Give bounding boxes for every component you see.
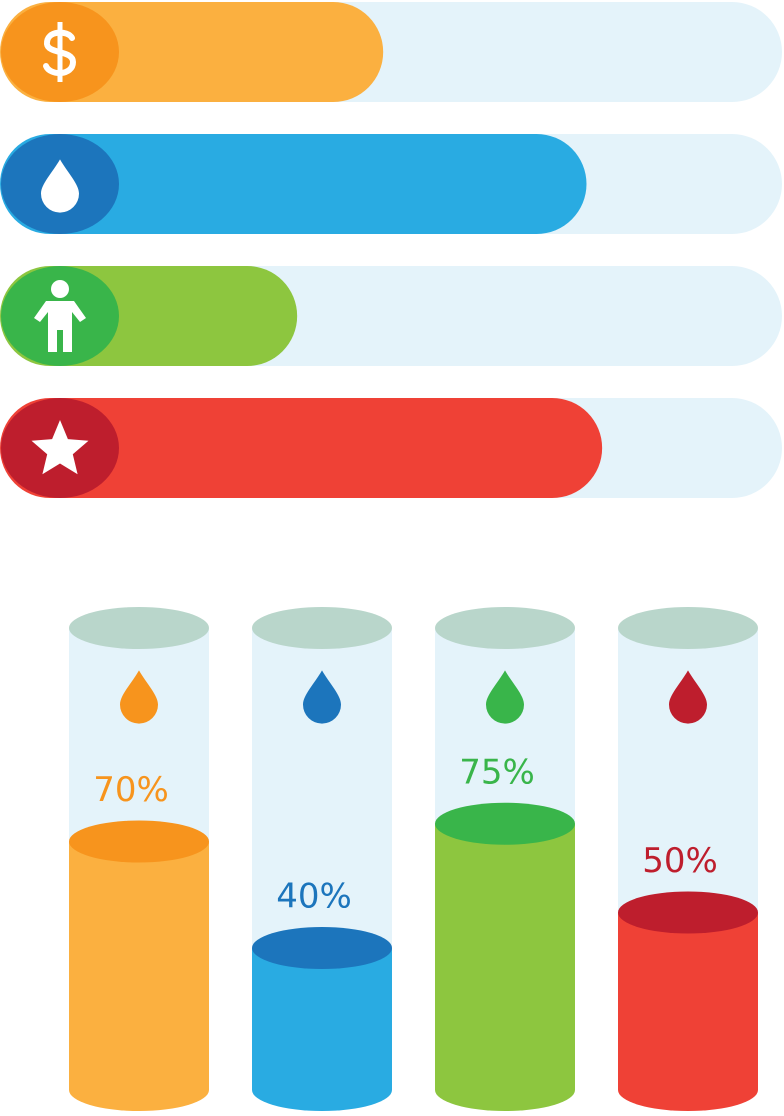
value-label: 70% [93,770,169,810]
cylinder-body [252,948,392,1090]
tube-rim [435,607,575,649]
drop-icon [303,670,341,724]
cylinder-body [435,823,575,1090]
person-icon [34,301,86,352]
cylinder-top [69,820,209,863]
drop-icon [120,670,158,724]
tube-rim [618,607,758,649]
cylinder-top [435,802,575,845]
progress-bar [0,134,587,234]
value-label: 75% [459,752,535,792]
tube-rim [69,607,209,649]
cylinder-top [252,927,392,969]
star-icon [31,420,89,475]
value-label: 50% [642,841,718,881]
drop-icon [486,670,524,724]
person-icon [51,280,69,298]
drop-icon [669,670,707,724]
drop-icon [41,159,79,213]
tube-rim [252,607,392,649]
value-label: 40% [276,877,352,917]
cylinder-top [618,891,758,934]
cylinder-body [618,912,758,1090]
progress-bar [0,398,603,498]
cylinder-body [69,841,209,1090]
